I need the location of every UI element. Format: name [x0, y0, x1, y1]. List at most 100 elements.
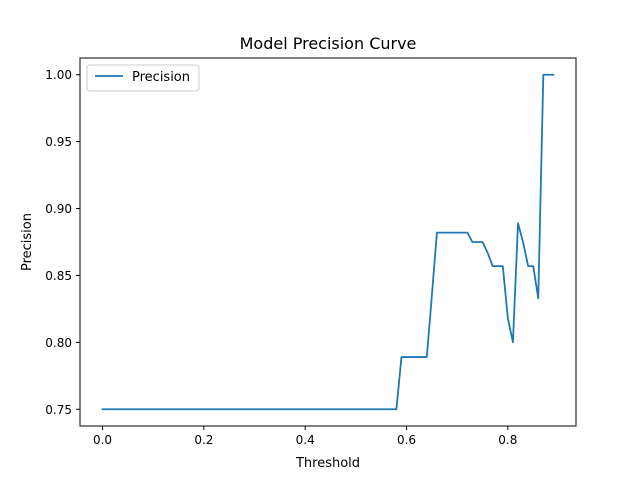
data-point: [315, 408, 317, 410]
data-point: [406, 356, 408, 358]
data-point: [477, 241, 479, 243]
data-point: [163, 408, 165, 410]
data-point: [492, 265, 494, 267]
data-point: [537, 297, 539, 299]
data-point: [218, 408, 220, 410]
data-point: [497, 265, 499, 267]
data-point: [325, 408, 327, 410]
legend-box: [86, 64, 200, 92]
data-point: [223, 408, 225, 410]
data-point: [117, 408, 119, 410]
data-point: [411, 356, 413, 358]
data-point: [512, 342, 514, 344]
data-point: [289, 408, 291, 410]
data-point: [360, 408, 362, 410]
data-point: [264, 408, 266, 410]
data-point: [370, 408, 372, 410]
x-tick-label: 0.4: [296, 433, 315, 447]
data-point: [178, 408, 180, 410]
data-point: [487, 252, 489, 254]
data-point: [451, 232, 453, 234]
x-tick-label: 0.2: [194, 433, 213, 447]
data-point: [441, 232, 443, 234]
y-tick-label: 0.95: [45, 135, 72, 149]
data-point: [320, 408, 322, 410]
chart-title: Model Precision Curve: [240, 34, 417, 53]
data-point: [112, 408, 114, 410]
data-point: [416, 356, 418, 358]
data-point: [208, 408, 210, 410]
data-point: [198, 408, 200, 410]
data-point: [228, 408, 230, 410]
data-point: [203, 408, 205, 410]
data-point: [335, 408, 337, 410]
data-point: [213, 408, 215, 410]
data-point: [254, 408, 256, 410]
data-point: [436, 232, 438, 234]
data-point: [107, 408, 109, 410]
data-point: [385, 408, 387, 410]
data-point: [157, 408, 159, 410]
data-point: [259, 408, 261, 410]
data-point: [193, 408, 195, 410]
data-point: [431, 295, 433, 297]
y-axis-label: Precision: [20, 213, 35, 271]
data-point: [522, 241, 524, 243]
data-point: [309, 408, 311, 410]
y-axis-ticks: 0.75 0.80 0.85 0.90 0.95 1.00: [45, 68, 80, 417]
y-tick-label: 0.75: [45, 403, 72, 417]
data-point: [274, 408, 276, 410]
y-tick-label: 1.00: [45, 68, 72, 82]
data-point: [532, 265, 534, 267]
data-point: [299, 408, 301, 410]
data-point: [173, 408, 175, 410]
data-point: [391, 408, 393, 410]
data-point: [355, 408, 357, 410]
plot-area: [101, 73, 555, 411]
data-point: [304, 408, 306, 410]
data-point: [421, 356, 423, 358]
data-point: [244, 408, 246, 410]
data-point: [147, 408, 149, 410]
y-tick-label: 0.80: [45, 336, 72, 350]
data-point: [548, 74, 550, 76]
data-point: [239, 408, 241, 410]
data-point: [183, 408, 185, 410]
y-tick-label: 0.90: [45, 202, 72, 216]
data-point: [330, 408, 332, 410]
data-point: [456, 232, 458, 234]
precision-series-line: [101, 73, 555, 411]
data-point: [249, 408, 251, 410]
data-point: [279, 408, 281, 410]
data-point: [446, 232, 448, 234]
data-point: [401, 356, 403, 358]
data-point: [502, 265, 504, 267]
x-axis-label: Threshold: [295, 456, 360, 471]
data-point: [122, 408, 124, 410]
x-tick-label: 0.0: [93, 433, 112, 447]
y-tick-label: 0.85: [45, 269, 72, 283]
data-point: [284, 408, 286, 410]
data-point: [461, 232, 463, 234]
data-point: [507, 317, 509, 319]
legend-label-precision: Precision: [132, 70, 190, 85]
data-point: [132, 408, 134, 410]
x-axis-ticks: 0.0 0.2 0.4 0.6 0.8: [93, 426, 517, 447]
data-point: [380, 408, 382, 410]
data-point: [527, 265, 529, 267]
data-point: [294, 408, 296, 410]
data-point: [142, 408, 144, 410]
data-point: [188, 408, 190, 410]
x-tick-label: 0.8: [498, 433, 517, 447]
data-point: [345, 408, 347, 410]
data-point: [152, 408, 154, 410]
data-point: [467, 232, 469, 234]
data-point: [102, 408, 104, 410]
data-point: [426, 356, 428, 358]
data-point: [365, 408, 367, 410]
data-point: [233, 408, 235, 410]
data-point: [472, 241, 474, 243]
data-point: [350, 408, 352, 410]
